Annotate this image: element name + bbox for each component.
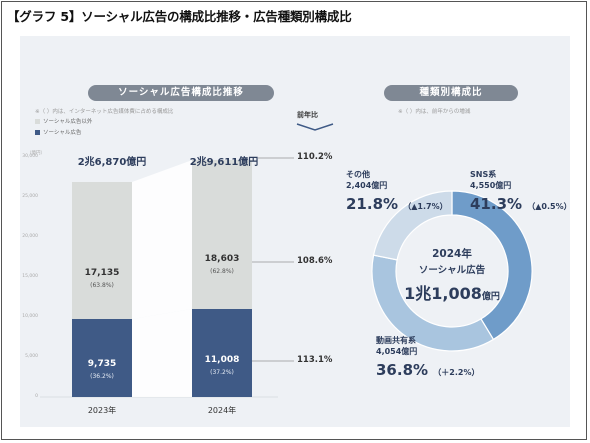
x-tick-2023: 2023年 [87, 406, 117, 415]
donut-center-unit: 億円 [481, 292, 500, 302]
right-panel-title: 種類別構成比 [384, 85, 518, 101]
legend-item-social: ソーシャル広告 [35, 128, 81, 136]
legend-item-other: ソーシャル広告以外 [35, 117, 92, 125]
left-panel-title: ソーシャル広告構成比推移 [88, 85, 274, 101]
bar-label-other-2024: 18,603 [204, 254, 240, 264]
bar-share-other-2023: (63.8%) [90, 282, 114, 289]
segment-name-sns: SNS系 [470, 170, 497, 179]
yoy-total: 110.2% [297, 152, 333, 162]
segment-amount-other: 2,404億円 [346, 181, 388, 190]
connector-other [132, 160, 192, 320]
right-panel-note: ※（ ）内は、前年からの増減 [398, 109, 471, 115]
segment-change-video: （＋2.2%） [433, 368, 480, 377]
x-tick-2024: 2024年 [207, 406, 237, 415]
segment-name-other: その他 [346, 170, 370, 179]
y-axis-unit: （億円） [27, 151, 45, 156]
bar-share-other-2024: (62.8%) [210, 268, 234, 275]
segment-name-video: 動画共有系 [376, 336, 416, 345]
segment-amount-video: 4,054億円 [376, 347, 418, 356]
y-tick-label: 30,000 [22, 154, 38, 159]
bar-label-social-2024: 11,008 [204, 355, 240, 365]
y-tick-label: 5,000 [25, 354, 38, 359]
y-tick-label: 25,000 [22, 194, 38, 199]
y-tick-label: 15,000 [22, 274, 38, 279]
segment-amount-sns: 4,550億円 [470, 181, 512, 190]
segment-pct-other: 21.8% （▲1.7%） [346, 195, 448, 213]
donut-slice-other [372, 190, 453, 261]
y-tick-label: 0 [35, 394, 38, 399]
bar-share-social-2024: (37.2%) [210, 369, 234, 376]
segment-pct-sns-value: 41.3% [470, 195, 523, 213]
segment-pct-other-value: 21.8% [346, 195, 399, 213]
left-panel-note: ※（ ）内は、インターネット広告媒体費に占める構成比 [35, 109, 174, 115]
bar-other-0 [72, 182, 132, 320]
legend-label-other: ソーシャル広告以外 [43, 119, 93, 125]
yoy-chevron [296, 123, 334, 131]
total-label-2024: 2兆9,611億円 [189, 157, 259, 168]
yoy-header: 前年比 [297, 111, 318, 119]
legend-swatch-social [35, 130, 40, 135]
total-label-2023: 2兆6,870億円 [77, 157, 147, 168]
bar-label-other-2023: 17,135 [84, 268, 120, 278]
figure-title: 【グラフ 5】ソーシャル広告の構成比推移・広告種類別構成比 [7, 9, 352, 24]
segment-change-sns: （▲0.5%） [527, 202, 572, 211]
yoy-social: 113.1% [297, 355, 333, 365]
legend-label-social: ソーシャル広告 [43, 130, 82, 136]
donut-center-label: ソーシャル広告 [418, 265, 486, 276]
y-tick-label: 20,000 [22, 234, 38, 239]
bar-label-social-2023: 9,735 [87, 359, 117, 369]
bar-other-1 [192, 160, 252, 309]
donut-center-year: 2024年 [432, 248, 472, 260]
segment-pct-sns: 41.3% （▲0.5%） [470, 195, 572, 213]
segment-change-other: （▲1.7%） [403, 202, 448, 211]
y-tick-label: 10,000 [22, 314, 38, 319]
donut-center-value: 1兆1,008 [404, 284, 482, 303]
segment-pct-video: 36.8% （＋2.2%） [376, 361, 479, 379]
bar-social-0 [72, 319, 132, 397]
segment-pct-video-value: 36.8% [376, 361, 429, 379]
bar-social-1 [192, 308, 252, 397]
bar-share-social-2023: (36.2%) [90, 373, 114, 380]
legend-swatch-other [35, 119, 40, 124]
donut-center-total: 1兆1,008億円 [386, 280, 518, 304]
connector-social [132, 308, 192, 397]
yoy-other: 108.6% [297, 256, 333, 266]
